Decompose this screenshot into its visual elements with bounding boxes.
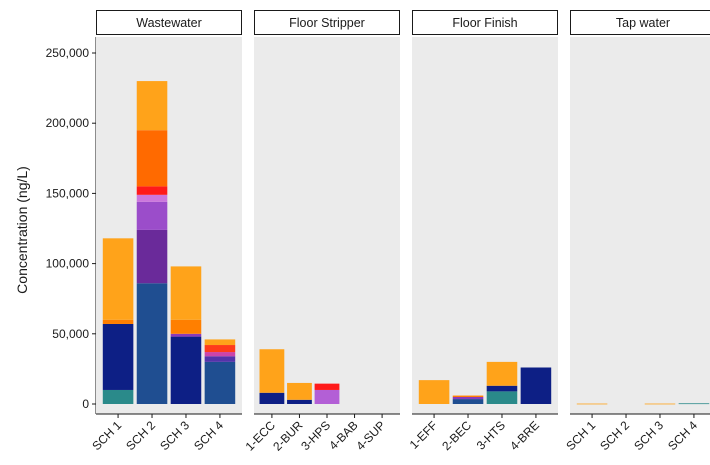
bar-segment — [136, 201, 168, 230]
facet-strip — [96, 10, 242, 35]
bar-segment — [644, 403, 676, 405]
y-axis: 0 50,000 100,000 150,000 200,000 250,000 — [46, 37, 97, 414]
facet-strip-label: Floor Stripper — [289, 16, 365, 30]
x-tick-label: 2-BEC — [439, 418, 474, 453]
facet-panel: Tap water SCH 1 SCH 2 SCH 3 SCH 4 — [563, 10, 710, 453]
bar-segment — [204, 345, 236, 353]
x-tick-label: SCH 1 — [89, 418, 124, 453]
y-tick-label: 50,000 — [52, 327, 89, 341]
bar-segment — [170, 336, 202, 404]
bar-segment — [486, 361, 518, 386]
bar-segment — [136, 186, 168, 195]
bar-segment — [314, 389, 340, 404]
bar-segment — [204, 356, 236, 362]
bar-segment — [102, 389, 134, 404]
y-tick-label: 150,000 — [46, 186, 90, 200]
facet-strip — [412, 10, 558, 35]
x-tick-label: 4-SUP — [353, 418, 388, 453]
bar-segment — [102, 323, 134, 390]
facet-strip-label: Floor Finish — [452, 16, 517, 30]
facet-strip — [570, 10, 710, 35]
bar-segment — [314, 383, 340, 390]
bar-segment — [259, 349, 285, 393]
bar-segment — [452, 396, 484, 400]
bar-segment — [204, 361, 236, 404]
bar-segment — [204, 352, 236, 357]
bar-segment — [102, 238, 134, 320]
bar-segment — [204, 339, 236, 346]
y-tick-label: 100,000 — [46, 257, 90, 271]
x-tick-label: 3-HPS — [298, 418, 333, 453]
facet-panel: Floor Finish 1-EFF 2-BEC 3-HTS 4-BRE — [407, 10, 558, 453]
y-tick-label: 200,000 — [46, 116, 90, 130]
bar-segment — [452, 395, 484, 397]
bar-segment — [170, 319, 202, 334]
facet-strip-label: Tap water — [616, 16, 670, 30]
facet-strip — [254, 10, 400, 35]
bar-segment — [452, 399, 484, 404]
x-tick-label: SCH 3 — [157, 418, 192, 453]
facet-panel: Wastewater SCH 1 SCH 2 SCH 3 SCH 4 — [89, 10, 242, 453]
x-tick-label: 1-EFF — [407, 418, 440, 451]
x-tick-label: 4-BAB — [326, 418, 360, 452]
x-tick-label: 2-BUR — [270, 418, 306, 454]
bar-segment — [170, 266, 202, 320]
x-tick-label: 3-HTS — [474, 418, 508, 452]
bar-segment — [136, 283, 168, 404]
bar-segment — [102, 319, 134, 324]
y-tick-label: 0 — [82, 397, 89, 411]
bar-segment — [486, 391, 518, 404]
bar-segment — [287, 382, 312, 400]
bar-segment — [170, 333, 202, 337]
bar-segment — [678, 403, 710, 405]
bar-segment — [136, 81, 168, 131]
bar-segment — [486, 385, 518, 392]
bar-segment — [136, 194, 168, 202]
x-tick-label: SCH 3 — [631, 418, 666, 453]
bar-segment — [136, 229, 168, 284]
x-tick-label: 4-BRE — [507, 418, 542, 453]
bar-segment — [136, 130, 168, 187]
y-axis-label: Concentration (ng/L) — [14, 166, 30, 294]
x-tick-label: SCH 2 — [597, 418, 632, 453]
bar-segment — [287, 399, 312, 404]
panel-background — [412, 37, 558, 414]
x-tick-label: SCH 4 — [191, 418, 226, 453]
y-tick-label: 250,000 — [46, 46, 90, 60]
bar-segment — [418, 380, 450, 404]
bar-segment — [520, 367, 552, 404]
x-tick-label: SCH 2 — [123, 418, 158, 453]
x-tick-label: 1-ECC — [243, 418, 279, 454]
bar-segment — [576, 403, 608, 405]
panel-background — [570, 37, 710, 414]
bar-segment — [259, 392, 285, 404]
x-tick-label: SCH 4 — [665, 418, 700, 453]
x-tick-label: SCH 1 — [563, 418, 598, 453]
facet-strip-label: Wastewater — [136, 16, 202, 30]
